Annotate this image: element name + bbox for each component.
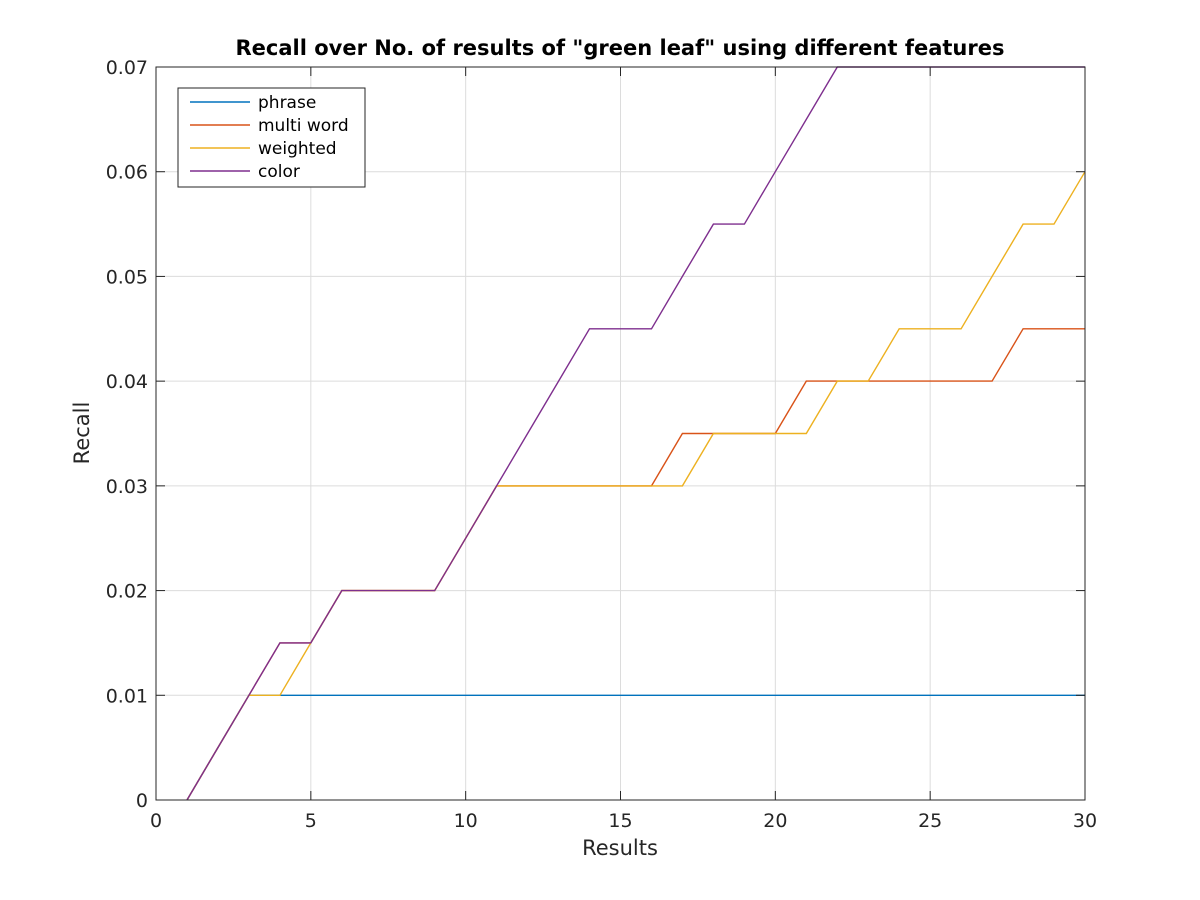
- legend-label-weighted: weighted: [258, 139, 337, 159]
- y-tick-label: 0.06: [106, 162, 148, 184]
- x-tick-label: 25: [918, 810, 942, 832]
- chart-title: Recall over No. of results of "green lea…: [236, 36, 1005, 60]
- y-tick-label: 0.04: [106, 371, 148, 393]
- y-axis-label: Recall: [70, 402, 94, 465]
- y-tick-label: 0.05: [106, 266, 148, 288]
- legend-label-color: color: [258, 162, 300, 182]
- legend: phrase multi word weighted color: [177, 87, 366, 188]
- x-tick-label: 10: [454, 810, 478, 832]
- x-tick-label: 15: [608, 810, 632, 832]
- x-axis-label: Results: [582, 836, 658, 860]
- legend-label-multi-word: multi word: [258, 116, 349, 136]
- series-line-phrase: [186, 694, 1085, 801]
- legend-label-phrase: phrase: [258, 93, 316, 113]
- y-tick-label: 0.01: [106, 685, 148, 707]
- x-tick-label: 5: [305, 810, 317, 832]
- x-tick-label: 30: [1073, 810, 1097, 832]
- x-tick-label: 0: [150, 810, 162, 832]
- y-tick-label: 0: [136, 790, 148, 812]
- axis-ticks: 0 5 10 15 20 25 30 0 0.01 0.02 0.03 0.04 0.05 0.06 0.0…: [106, 57, 1097, 832]
- x-tick-label: 20: [763, 810, 787, 832]
- y-tick-label: 0.07: [106, 57, 148, 79]
- y-tick-label: 0.03: [106, 476, 148, 498]
- y-tick-label: 0.02: [106, 581, 148, 603]
- series-line-multi-word: [186, 328, 1085, 801]
